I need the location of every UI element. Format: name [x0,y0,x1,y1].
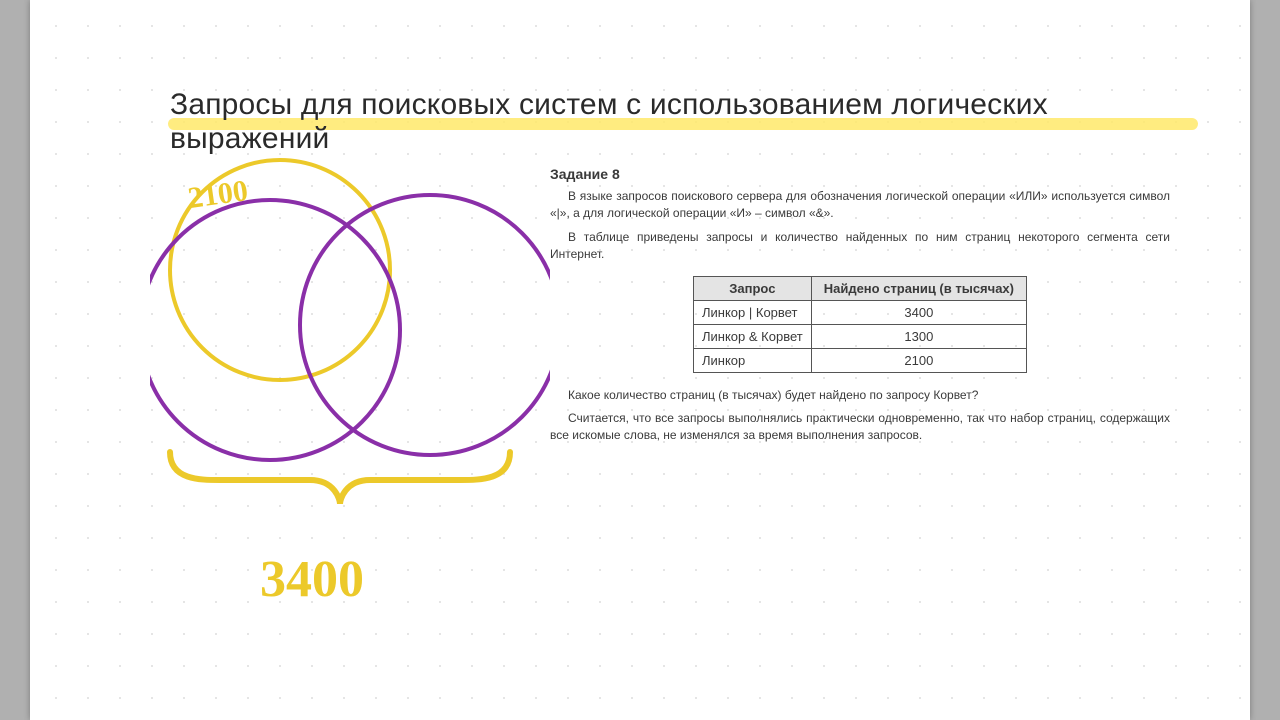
table-row: Линкор & Корвет 1300 [694,324,1027,348]
table-row: Линкор 2100 [694,348,1027,372]
task-paragraph-2: В таблице приведены запросы и количество… [550,229,1170,264]
task-question: Какое количество страниц (в тысячах) буд… [550,387,1170,404]
task-note: Считается, что все запросы выполнялись п… [550,410,1170,445]
table-cell-query: Линкор [694,348,812,372]
table-header-query: Запрос [694,276,812,300]
table-cell-query: Линкор | Корвет [694,300,812,324]
table-header-found: Найдено страниц (в тысячах) [811,276,1026,300]
hand-label-3400: 3400 [260,550,364,609]
task-block: Задание 8 В языке запросов поискового се… [550,166,1170,451]
app-outer: Запросы для поисковых систем с использов… [0,0,1280,720]
query-table: Запрос Найдено страниц (в тысячах) Линко… [693,276,1027,373]
page: Запросы для поисковых систем с использов… [30,0,1250,720]
table-row: Линкор | Корвет 3400 [694,300,1027,324]
table-cell-found: 3400 [811,300,1026,324]
circle-purple-right [300,195,550,455]
brace-under [170,452,510,504]
table-cell-found: 1300 [811,324,1026,348]
table-cell-found: 2100 [811,348,1026,372]
venn-diagram: 2100 3400 [150,130,550,650]
task-paragraph-1: В языке запросов поискового сервера для … [550,188,1170,223]
table-cell-query: Линкор & Корвет [694,324,812,348]
task-heading: Задание 8 [550,166,1170,182]
